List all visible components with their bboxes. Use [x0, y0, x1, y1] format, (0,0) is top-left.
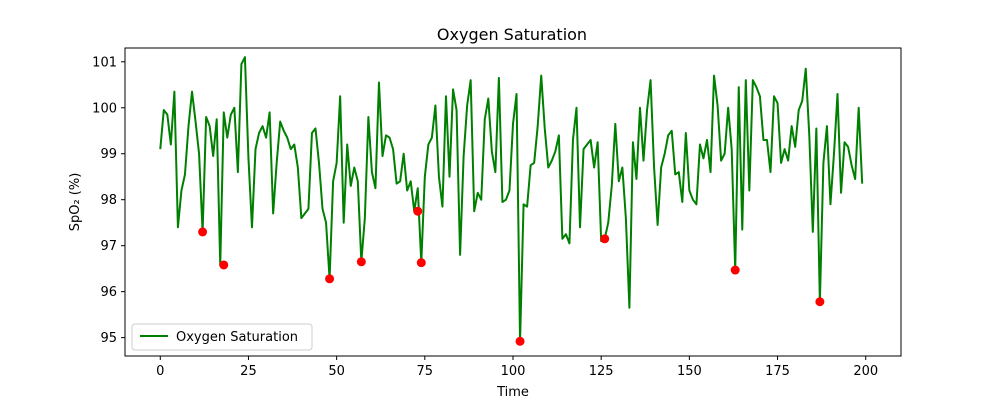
legend-box — [131, 323, 313, 351]
y-tick-label: 95 — [100, 331, 117, 346]
legend: Oxygen Saturation — [131, 323, 313, 351]
x-tick-label: 75 — [417, 364, 434, 379]
x-tick-label: 50 — [328, 364, 345, 379]
low-point-marker — [515, 336, 525, 346]
y-tick-label: 99 — [100, 147, 117, 162]
x-tick-label: 25 — [240, 364, 257, 379]
y-axis-label: SpO₂ (%) — [68, 173, 83, 232]
x-tick-label: 125 — [589, 364, 614, 379]
y-tick-label: 101 — [92, 55, 117, 70]
y-axis: 95 96 97 98 99 100 101 — [92, 55, 125, 346]
low-point-marker — [815, 297, 825, 307]
low-point-marker — [356, 257, 366, 267]
spo2-line — [159, 56, 864, 343]
low-point-marker — [325, 274, 335, 284]
x-tick-label: 175 — [765, 364, 790, 379]
x-axis-label: Time — [496, 385, 529, 400]
x-tick-label: 0 — [156, 364, 164, 379]
low-point-marker — [600, 234, 610, 244]
x-tick-label: 200 — [853, 364, 878, 379]
y-tick-label: 98 — [100, 193, 117, 208]
x-tick-label: 100 — [501, 364, 526, 379]
low-point-marker — [730, 265, 740, 275]
legend-label: Oxygen Saturation — [176, 330, 298, 345]
y-tick-label: 97 — [100, 239, 117, 254]
low-point-marker — [198, 227, 208, 237]
low-point-marker — [413, 206, 423, 216]
y-tick-label: 96 — [100, 285, 117, 300]
chart-title: Oxygen Saturation — [437, 25, 587, 44]
low-point-marker — [219, 260, 229, 270]
low-point-marker — [416, 258, 426, 268]
x-axis: 0 25 50 75 100 125 150 175 200 — [156, 356, 878, 379]
y-tick-label: 100 — [92, 101, 117, 116]
x-tick-label: 150 — [677, 364, 702, 379]
plot-area — [159, 56, 864, 346]
